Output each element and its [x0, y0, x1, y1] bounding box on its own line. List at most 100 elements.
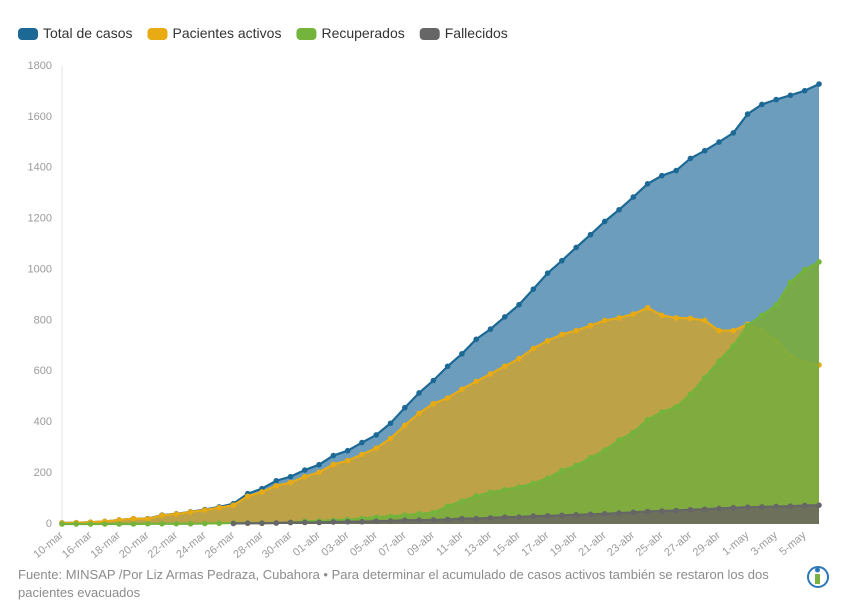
- point: [559, 512, 565, 519]
- legend-label: Pacientes activos: [173, 25, 282, 41]
- point: [687, 391, 694, 398]
- x-tick-label: 17-abr: [519, 529, 551, 559]
- point: [630, 194, 637, 200]
- point: [401, 404, 408, 411]
- x-tick-label: 25-abr: [634, 529, 666, 559]
- point: [473, 378, 480, 385]
- x-tick-label: 27-abr: [662, 529, 694, 559]
- point: [130, 521, 137, 527]
- point: [401, 517, 408, 523]
- point: [673, 167, 679, 174]
- y-tick-label: 600: [34, 365, 52, 377]
- point: [487, 371, 494, 377]
- point: [673, 315, 679, 321]
- point: [416, 517, 422, 523]
- point: [430, 517, 437, 523]
- point: [459, 515, 465, 522]
- x-tick-label: 30-mar: [260, 529, 295, 561]
- x-tick-label: 09-abr: [405, 529, 437, 559]
- point: [573, 462, 579, 469]
- point: [416, 390, 422, 396]
- point: [730, 504, 737, 511]
- point: [644, 416, 651, 423]
- point: [787, 503, 794, 509]
- point: [801, 266, 808, 273]
- point: [102, 521, 108, 527]
- x-tick-label: 22-mar: [146, 529, 181, 561]
- point: [144, 520, 151, 527]
- point: [759, 312, 765, 319]
- point: [516, 355, 522, 362]
- point: [730, 343, 737, 349]
- point: [716, 139, 722, 145]
- point: [344, 518, 351, 525]
- point: [373, 518, 380, 525]
- y-tick-label: 1400: [28, 162, 52, 174]
- point: [687, 315, 694, 322]
- point: [444, 516, 451, 523]
- point: [444, 503, 451, 509]
- legend-swatch: [147, 28, 168, 40]
- point: [730, 327, 737, 334]
- point: [73, 521, 80, 527]
- point: [630, 509, 637, 516]
- x-tick-label: 28-mar: [231, 529, 266, 561]
- point: [501, 314, 508, 320]
- point: [659, 409, 665, 415]
- x-tick-label: 07-abr: [377, 529, 409, 559]
- point: [287, 519, 294, 526]
- point: [416, 511, 422, 517]
- point: [544, 270, 551, 276]
- point: [316, 519, 322, 526]
- point: [444, 363, 451, 370]
- point: [530, 345, 537, 352]
- point: [259, 489, 265, 495]
- point: [530, 286, 537, 292]
- point: [473, 515, 480, 522]
- point: [487, 326, 494, 332]
- point: [501, 363, 508, 370]
- point: [501, 486, 508, 493]
- point: [216, 520, 222, 527]
- point: [787, 279, 794, 286]
- point: [601, 317, 608, 324]
- point: [773, 503, 779, 510]
- point: [816, 81, 822, 87]
- point: [159, 512, 165, 519]
- point: [816, 502, 822, 508]
- y-tick-label: 200: [34, 467, 52, 479]
- point: [644, 508, 651, 515]
- point: [373, 514, 380, 520]
- point: [202, 507, 208, 513]
- x-tick-label: 11-abr: [434, 529, 466, 558]
- point: [544, 513, 551, 519]
- point: [687, 155, 694, 162]
- x-tick-label: 29-abr: [691, 529, 723, 559]
- point: [473, 336, 480, 343]
- x-tick-label: 20-mar: [117, 529, 152, 561]
- point: [544, 338, 551, 344]
- x-tick-label: 19-abr: [548, 529, 580, 559]
- point: [659, 312, 665, 319]
- x-tick-label: 5-may: [777, 529, 809, 558]
- legend-swatch: [419, 28, 440, 40]
- point: [573, 512, 579, 518]
- point: [801, 502, 808, 509]
- point: [144, 516, 151, 522]
- point: [116, 517, 122, 523]
- point: [244, 520, 251, 527]
- point: [816, 259, 822, 265]
- point: [659, 172, 665, 179]
- x-tick-label: 16-mar: [60, 529, 95, 561]
- x-tick-label: 10-mar: [31, 529, 66, 561]
- point: [87, 521, 94, 527]
- x-tick-label: 18-mar: [89, 529, 124, 561]
- point: [330, 452, 337, 459]
- point: [473, 493, 480, 499]
- point: [401, 422, 408, 429]
- x-tick-label: 21-abr: [576, 529, 608, 559]
- point: [316, 469, 322, 476]
- point: [587, 455, 594, 461]
- point: [59, 521, 65, 527]
